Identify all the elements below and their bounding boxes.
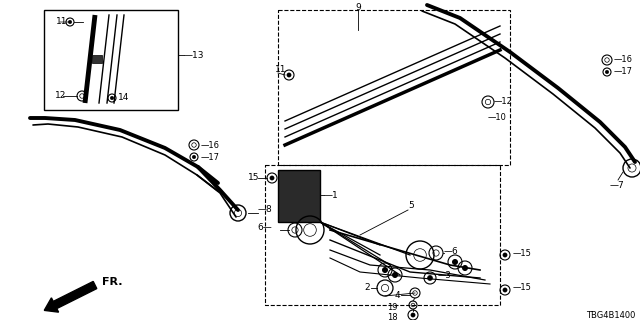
Text: —15: —15: [513, 284, 532, 292]
Text: —8: —8: [258, 205, 273, 214]
Text: 19: 19: [387, 302, 398, 311]
Text: —15: —15: [513, 249, 532, 258]
Bar: [278, 10, 510, 165]
Bar: [265, 165, 500, 305]
Bar: [92, 55, 102, 63]
Text: 5: 5: [408, 201, 413, 210]
Circle shape: [452, 259, 458, 265]
Circle shape: [382, 267, 388, 273]
Text: 11: 11: [56, 18, 67, 27]
Bar: [44, 10, 178, 110]
Text: —10: —10: [488, 114, 507, 123]
Circle shape: [503, 253, 507, 257]
Text: —7: —7: [610, 180, 625, 189]
Text: 12: 12: [55, 92, 67, 100]
Text: 14: 14: [118, 93, 129, 102]
Text: 2: 2: [364, 284, 370, 292]
Text: —16: —16: [201, 140, 220, 149]
Circle shape: [428, 276, 433, 281]
Circle shape: [462, 265, 468, 271]
Circle shape: [605, 70, 609, 74]
Circle shape: [503, 288, 507, 292]
Text: —1: —1: [324, 190, 339, 199]
Bar: [278, 170, 320, 222]
Text: —13: —13: [184, 51, 205, 60]
Circle shape: [392, 272, 398, 278]
Text: 11: 11: [275, 66, 287, 75]
Text: —6: —6: [444, 246, 459, 255]
Text: —12: —12: [494, 98, 513, 107]
Text: 18: 18: [387, 313, 398, 320]
Circle shape: [287, 73, 291, 77]
Text: —3: —3: [438, 271, 452, 281]
Text: —16: —16: [614, 55, 633, 65]
Circle shape: [110, 96, 114, 100]
Circle shape: [270, 176, 274, 180]
Text: 4: 4: [394, 291, 400, 300]
Text: —17: —17: [614, 68, 633, 76]
Text: TBG4B1400: TBG4B1400: [586, 310, 635, 319]
Circle shape: [68, 20, 72, 24]
Circle shape: [411, 313, 415, 317]
Text: 6—: 6—: [257, 223, 272, 233]
FancyArrow shape: [44, 281, 97, 312]
Circle shape: [192, 155, 196, 159]
Text: —17: —17: [201, 153, 220, 162]
Text: 9: 9: [355, 4, 361, 12]
Text: 15: 15: [248, 173, 259, 182]
Text: FR.: FR.: [102, 277, 122, 287]
